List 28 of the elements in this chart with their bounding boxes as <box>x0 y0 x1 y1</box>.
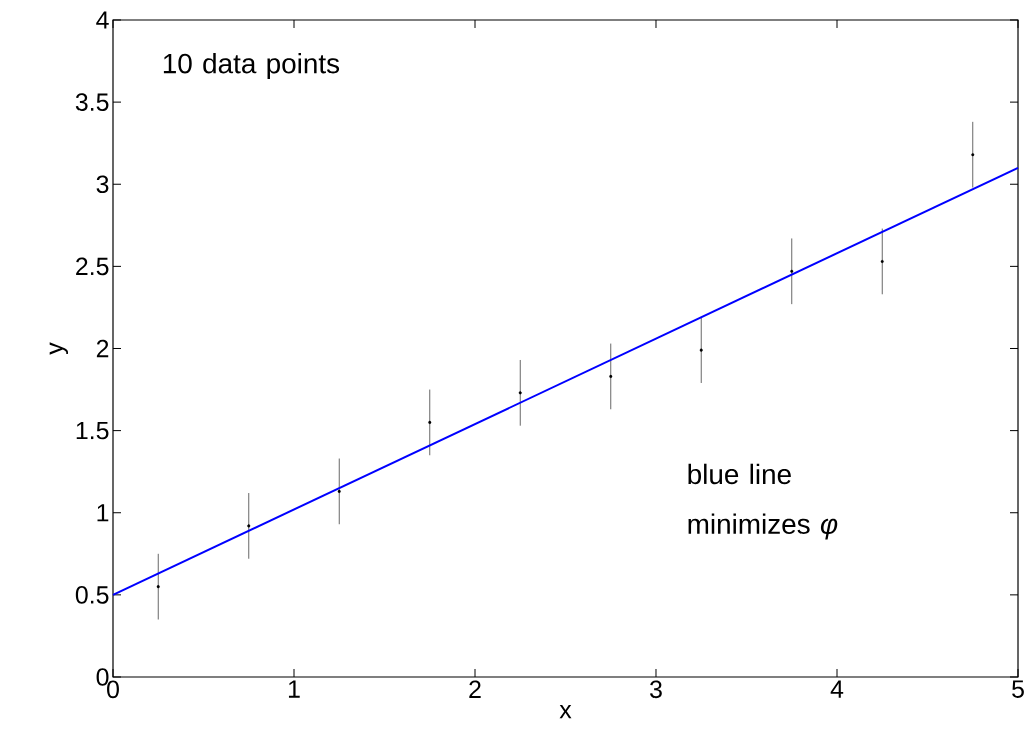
y-tick-label: 2.5 <box>76 257 109 276</box>
point <box>518 391 522 395</box>
y-tick-label: 4 <box>96 11 109 29</box>
point <box>609 374 613 378</box>
point <box>247 524 251 528</box>
y-tick-label: 3.5 <box>75 93 109 111</box>
y-tick-label: 2 <box>96 339 109 358</box>
y-axis-title: y <box>49 342 69 355</box>
x-tick-label: 1 <box>288 680 300 698</box>
x-tick-label: 2 <box>469 680 481 698</box>
point <box>790 269 794 273</box>
y-tick-label: 1.5 <box>76 421 109 440</box>
point <box>337 489 341 493</box>
point <box>428 420 432 424</box>
point <box>971 153 975 157</box>
x-tick-label: 4 <box>830 680 844 698</box>
point <box>699 348 703 352</box>
y-tick-label: 3 <box>96 175 109 194</box>
point <box>156 585 160 589</box>
y-tick-label: 0.5 <box>75 586 109 604</box>
x-axis-title: x <box>559 705 572 719</box>
y-tick-label: 1 <box>97 504 109 522</box>
y-tick-label: 0 <box>96 668 109 686</box>
x-tick-label: 3 <box>650 680 662 699</box>
annotation: blue line minimizes φ <box>688 463 838 540</box>
point <box>880 259 884 263</box>
annotation: 10 data points <box>163 53 340 79</box>
x-tick-label: 5 <box>1012 680 1024 698</box>
